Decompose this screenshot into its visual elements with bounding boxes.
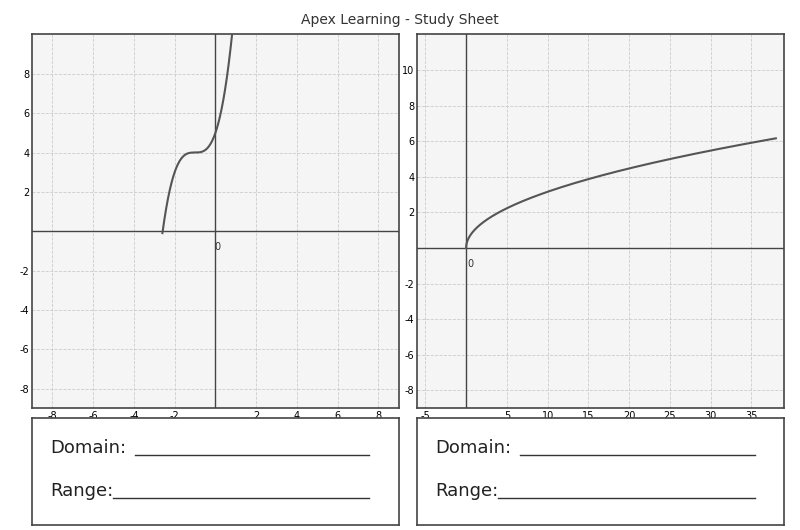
Text: Domain:: Domain: <box>50 439 126 457</box>
Text: Apex Learning - Study Sheet: Apex Learning - Study Sheet <box>301 13 499 27</box>
Text: Domain:: Domain: <box>435 439 512 457</box>
Text: Range:: Range: <box>50 482 114 499</box>
Text: Range:: Range: <box>435 482 498 499</box>
Text: 0: 0 <box>467 259 474 269</box>
Text: 0: 0 <box>214 242 221 252</box>
